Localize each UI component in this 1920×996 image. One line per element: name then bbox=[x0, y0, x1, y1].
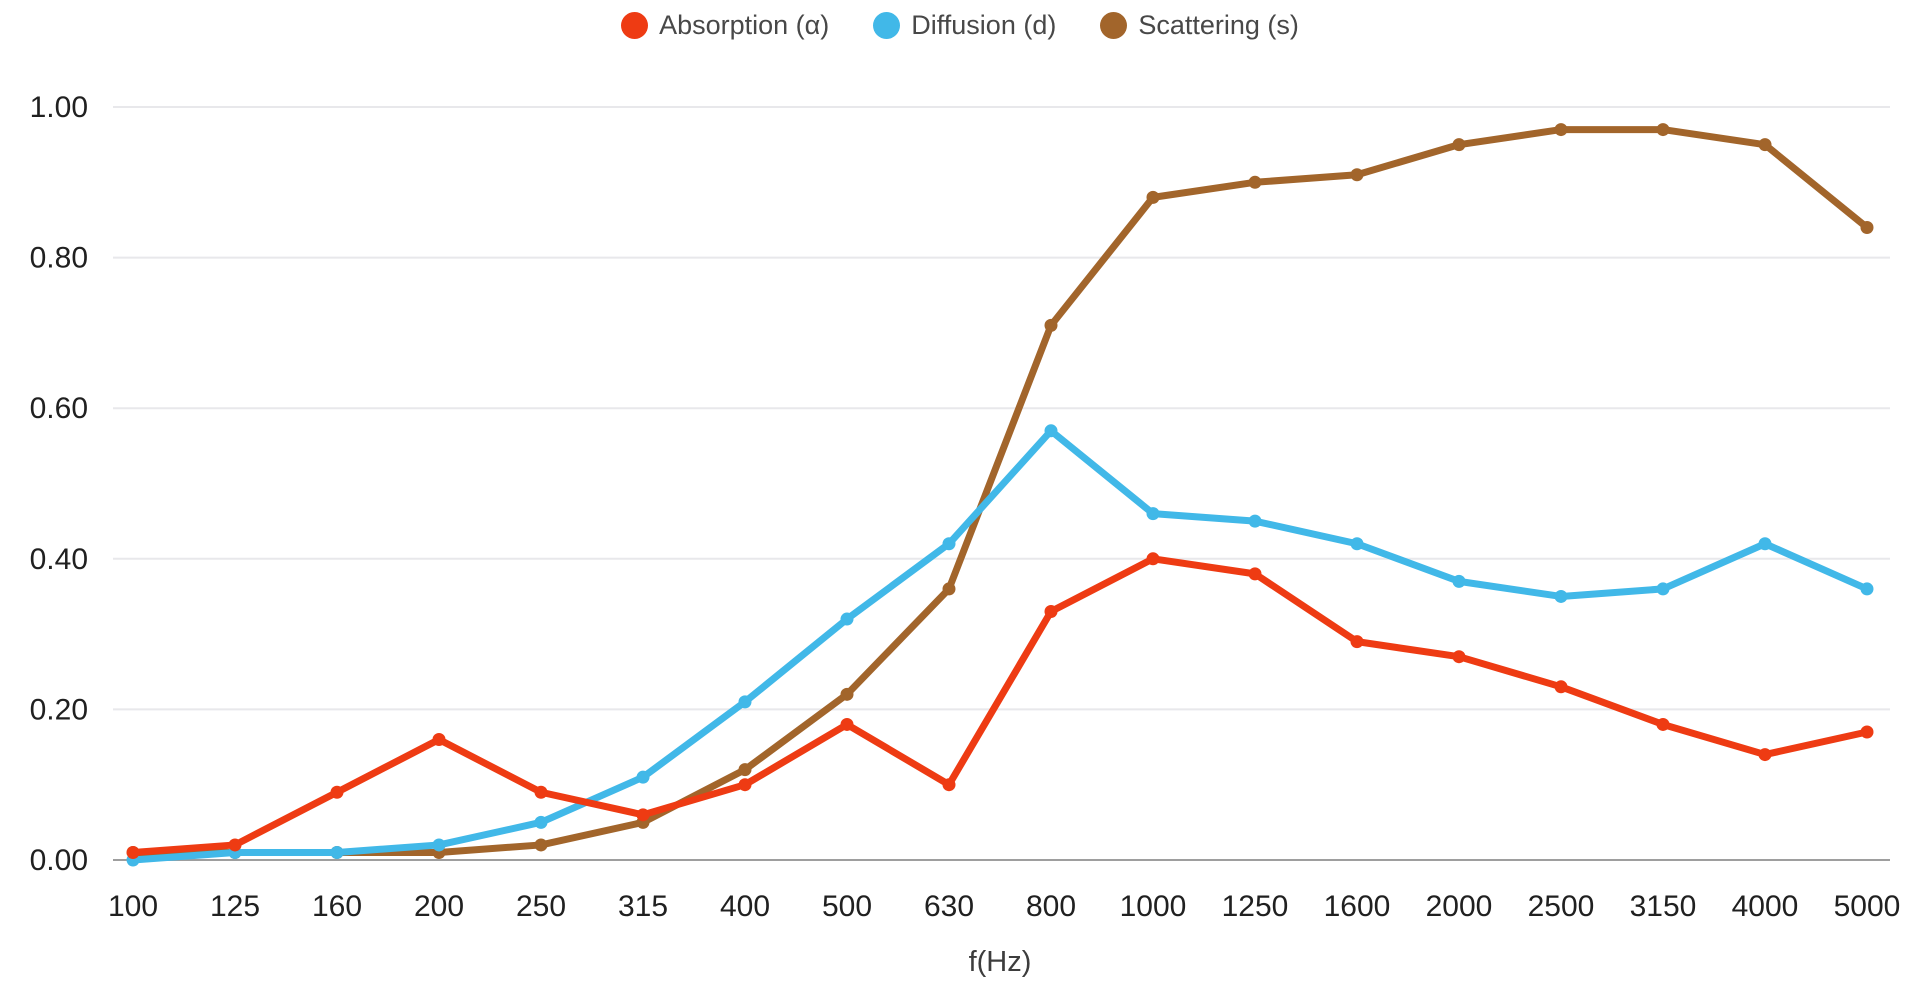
x-tick-label: 1600 bbox=[1324, 890, 1391, 923]
legend-label: Absorption (α) bbox=[659, 10, 830, 40]
x-axis-labels: 100 125 160 200 250 315 400 500 630 800 1000 1250 16… bbox=[108, 890, 1900, 923]
y-tick-label: 0.40 bbox=[30, 543, 88, 576]
series-absorption bbox=[126, 552, 1874, 859]
data-point[interactable] bbox=[1860, 220, 1874, 234]
data-point[interactable] bbox=[1044, 318, 1058, 332]
x-tick-label: 4000 bbox=[1732, 890, 1799, 923]
legend-item-diffusion-d[interactable]: Diffusion (d) bbox=[873, 12, 1056, 39]
data-point[interactable] bbox=[1350, 537, 1364, 551]
data-point[interactable] bbox=[1758, 138, 1772, 152]
x-tick-label: 1000 bbox=[1120, 890, 1187, 923]
data-point[interactable] bbox=[942, 778, 956, 792]
data-point[interactable] bbox=[1044, 605, 1058, 619]
x-tick-label: 160 bbox=[312, 890, 362, 923]
x-tick-label: 200 bbox=[414, 890, 464, 923]
data-point[interactable] bbox=[1860, 582, 1874, 596]
data-point[interactable] bbox=[738, 695, 752, 709]
x-tick-label: 630 bbox=[924, 890, 974, 923]
chart-legend: Absorption (α) Diffusion (d) Scattering (s… bbox=[0, 12, 1920, 39]
series-line bbox=[129, 555, 1871, 856]
x-tick-label: 3150 bbox=[1630, 890, 1697, 923]
y-tick-label: 0.00 bbox=[30, 844, 88, 877]
data-point[interactable] bbox=[636, 770, 650, 784]
series-line bbox=[129, 427, 1871, 864]
x-tick-label: 500 bbox=[822, 890, 872, 923]
data-point[interactable] bbox=[942, 537, 956, 551]
data-point[interactable] bbox=[840, 612, 854, 626]
x-tick-label: 5000 bbox=[1834, 890, 1901, 923]
y-tick-label: 0.20 bbox=[30, 693, 88, 726]
series-diffusion-d bbox=[126, 424, 1874, 867]
data-point[interactable] bbox=[1656, 123, 1670, 137]
y-tick-label: 0.60 bbox=[30, 392, 88, 425]
data-point[interactable] bbox=[1452, 138, 1466, 152]
data-point[interactable] bbox=[840, 687, 854, 701]
data-point[interactable] bbox=[1554, 589, 1568, 603]
data-point[interactable] bbox=[228, 838, 242, 852]
legend-dot-icon bbox=[1100, 12, 1128, 39]
y-tick-label: 0.80 bbox=[30, 242, 88, 275]
legend-item-scattering-s[interactable]: Scattering (s) bbox=[1100, 12, 1299, 39]
data-point[interactable] bbox=[126, 845, 140, 859]
data-point[interactable] bbox=[534, 785, 548, 799]
x-tick-label: 2000 bbox=[1426, 890, 1493, 923]
x-tick-label: 100 bbox=[108, 890, 158, 923]
data-point[interactable] bbox=[1860, 725, 1874, 739]
data-point[interactable] bbox=[738, 778, 752, 792]
data-point[interactable] bbox=[1656, 582, 1670, 596]
data-point[interactable] bbox=[330, 845, 344, 859]
data-point[interactable] bbox=[840, 717, 854, 731]
series-line bbox=[129, 126, 1871, 856]
data-point[interactable] bbox=[1146, 552, 1160, 566]
legend-item-absorption[interactable]: Absorption (α) bbox=[621, 12, 829, 39]
data-point[interactable] bbox=[1452, 650, 1466, 664]
data-point[interactable] bbox=[1758, 748, 1772, 762]
x-tick-label: 2500 bbox=[1528, 890, 1595, 923]
data-point[interactable] bbox=[1350, 168, 1364, 182]
data-point[interactable] bbox=[1758, 537, 1772, 551]
y-axis-labels: 0.00 0.20 0.40 0.60 0.80 1.00 bbox=[30, 91, 88, 877]
data-point[interactable] bbox=[1146, 190, 1160, 204]
x-axis-title: f(Hz) bbox=[969, 946, 1032, 978]
x-tick-label: 800 bbox=[1026, 890, 1076, 923]
data-point[interactable] bbox=[636, 808, 650, 822]
data-point[interactable] bbox=[1554, 123, 1568, 137]
data-point[interactable] bbox=[1452, 574, 1466, 588]
data-point[interactable] bbox=[432, 733, 446, 747]
x-tick-label: 250 bbox=[516, 890, 566, 923]
series-lines bbox=[126, 123, 1874, 867]
data-point[interactable] bbox=[534, 838, 548, 852]
x-tick-label: 125 bbox=[210, 890, 260, 923]
gridlines bbox=[113, 106, 1890, 861]
legend-label: Scattering (s) bbox=[1138, 10, 1299, 40]
data-point[interactable] bbox=[738, 763, 752, 777]
x-tick-label: 315 bbox=[618, 890, 668, 923]
data-point[interactable] bbox=[1248, 514, 1262, 528]
data-point[interactable] bbox=[1656, 717, 1670, 731]
data-point[interactable] bbox=[1350, 635, 1364, 649]
data-point[interactable] bbox=[1248, 567, 1262, 581]
data-point[interactable] bbox=[432, 838, 446, 852]
data-point[interactable] bbox=[1248, 175, 1262, 189]
x-tick-label: 1250 bbox=[1222, 890, 1289, 923]
y-tick-label: 1.00 bbox=[30, 91, 88, 124]
data-point[interactable] bbox=[534, 815, 548, 829]
data-point[interactable] bbox=[942, 582, 956, 596]
data-point[interactable] bbox=[1044, 424, 1058, 438]
data-point[interactable] bbox=[1146, 507, 1160, 521]
legend-dot-icon bbox=[873, 12, 901, 39]
legend-label: Diffusion (d) bbox=[911, 10, 1057, 40]
data-point[interactable] bbox=[1554, 680, 1568, 694]
x-tick-label: 400 bbox=[720, 890, 770, 923]
legend-dot-icon bbox=[621, 12, 649, 39]
data-point[interactable] bbox=[330, 785, 344, 799]
